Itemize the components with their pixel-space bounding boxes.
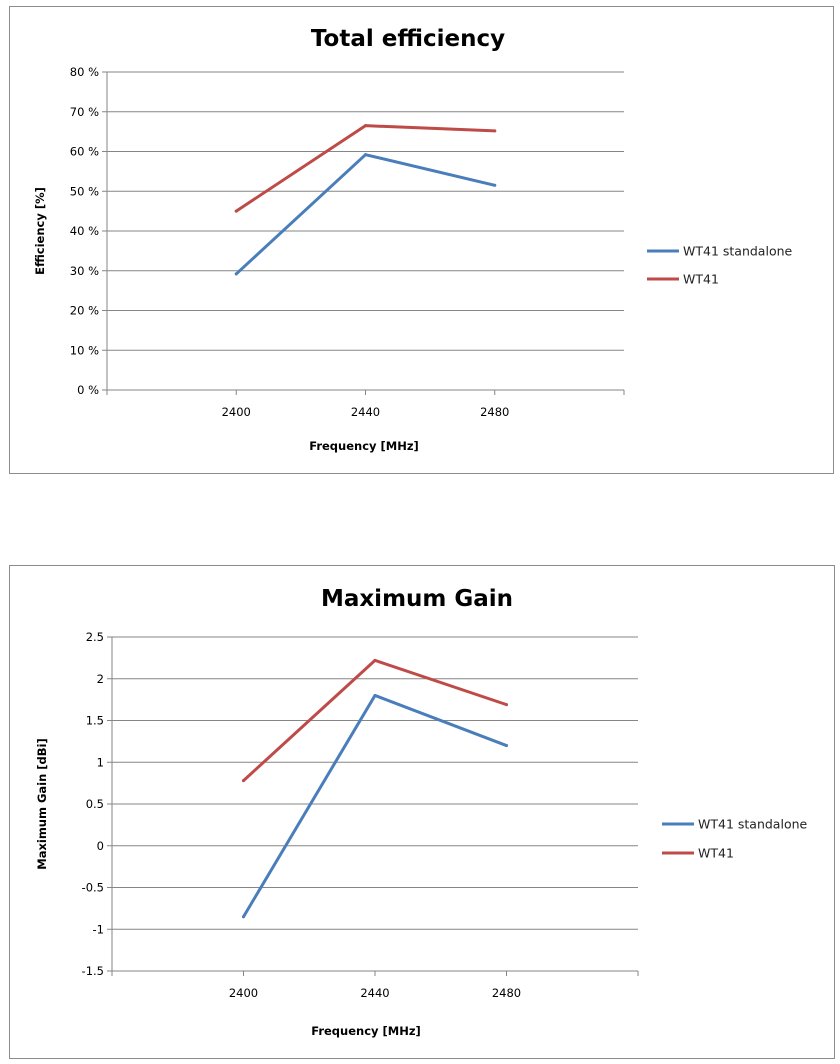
y-tick-label: 0 [97, 839, 104, 853]
data-point [364, 124, 367, 128]
data-point [505, 744, 508, 748]
series-line-0 [234, 153, 497, 276]
x-tick-label: 2440 [351, 405, 380, 419]
data-point [373, 658, 377, 662]
y-tick-label: 0 % [77, 383, 99, 397]
max-gain-chart: Maximum Gain -1.5 -1 -0.5 0 0.5 1 1.5 2 2.5 2400 24… [9, 565, 835, 1059]
x-axis-label: Frequency [MHz] [309, 439, 419, 453]
y-tick-label: 80 % [70, 65, 99, 79]
y-tick-label: 1 [97, 755, 104, 769]
series-line-1 [234, 124, 497, 213]
y-tick-label: 30 % [70, 264, 99, 278]
data-point [364, 153, 367, 157]
y-tick-label: 60 % [70, 145, 99, 159]
series-line-0 [242, 693, 508, 919]
data-point [234, 272, 238, 276]
x-tick-label: 2480 [480, 405, 509, 419]
y-tick-label: -0.5 [82, 881, 104, 895]
x-tick-label: 2400 [222, 405, 251, 419]
chart-title: Total efficiency [311, 26, 505, 52]
y-tick-label: -1.5 [82, 964, 104, 978]
y-tick-label: 2 [97, 672, 104, 686]
y-tick-label: 2.5 [86, 630, 104, 644]
data-point [505, 703, 508, 707]
data-point [493, 129, 497, 133]
y-tick-label: 20 % [70, 304, 99, 318]
data-point [242, 779, 245, 783]
x-tick-label: 2400 [229, 986, 258, 1000]
legend-label: WT41 [698, 846, 734, 861]
efficiency-chart-svg: Total efficiency 0 % 10 % 20 % 30 % 40 % 50 % 6… [33, 26, 793, 453]
x-tick-label: 2480 [492, 986, 521, 1000]
y-tick-label: 50 % [70, 184, 99, 198]
y-axis-label: Efficiency [%] [33, 187, 47, 275]
efficiency-chart: Total efficiency 0 % 10 % 20 % 30 % 40 % 50 % 6… [9, 6, 834, 474]
data-point [242, 915, 245, 919]
y-tick-label: 10 % [70, 343, 99, 357]
legend-label: WT41 standalone [698, 817, 808, 832]
legend-label: WT41 [683, 272, 719, 287]
y-tick-label: 0.5 [86, 797, 104, 811]
x-axis-label: Frequency [MHz] [311, 1024, 421, 1038]
data-point [234, 209, 238, 213]
max-gain-chart-svg: Maximum Gain -1.5 -1 -0.5 0 0.5 1 1.5 2 2.5 2400 24… [35, 586, 808, 1038]
legend-label: WT41 standalone [683, 244, 793, 259]
x-tick-label: 2440 [360, 986, 389, 1000]
chart-title: Maximum Gain [321, 586, 513, 612]
y-axis-label: Maximum Gain [dBi] [35, 738, 49, 870]
y-tick-label: 1.5 [86, 714, 104, 728]
y-tick-label: 40 % [70, 224, 99, 238]
y-tick-label: 70 % [70, 105, 99, 119]
data-point [493, 183, 497, 187]
data-point [373, 693, 377, 697]
y-tick-label: -1 [93, 922, 104, 936]
